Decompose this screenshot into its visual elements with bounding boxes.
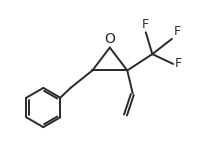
- Text: F: F: [174, 57, 182, 70]
- Text: O: O: [104, 32, 115, 46]
- Text: F: F: [173, 24, 181, 38]
- Text: F: F: [142, 18, 149, 31]
